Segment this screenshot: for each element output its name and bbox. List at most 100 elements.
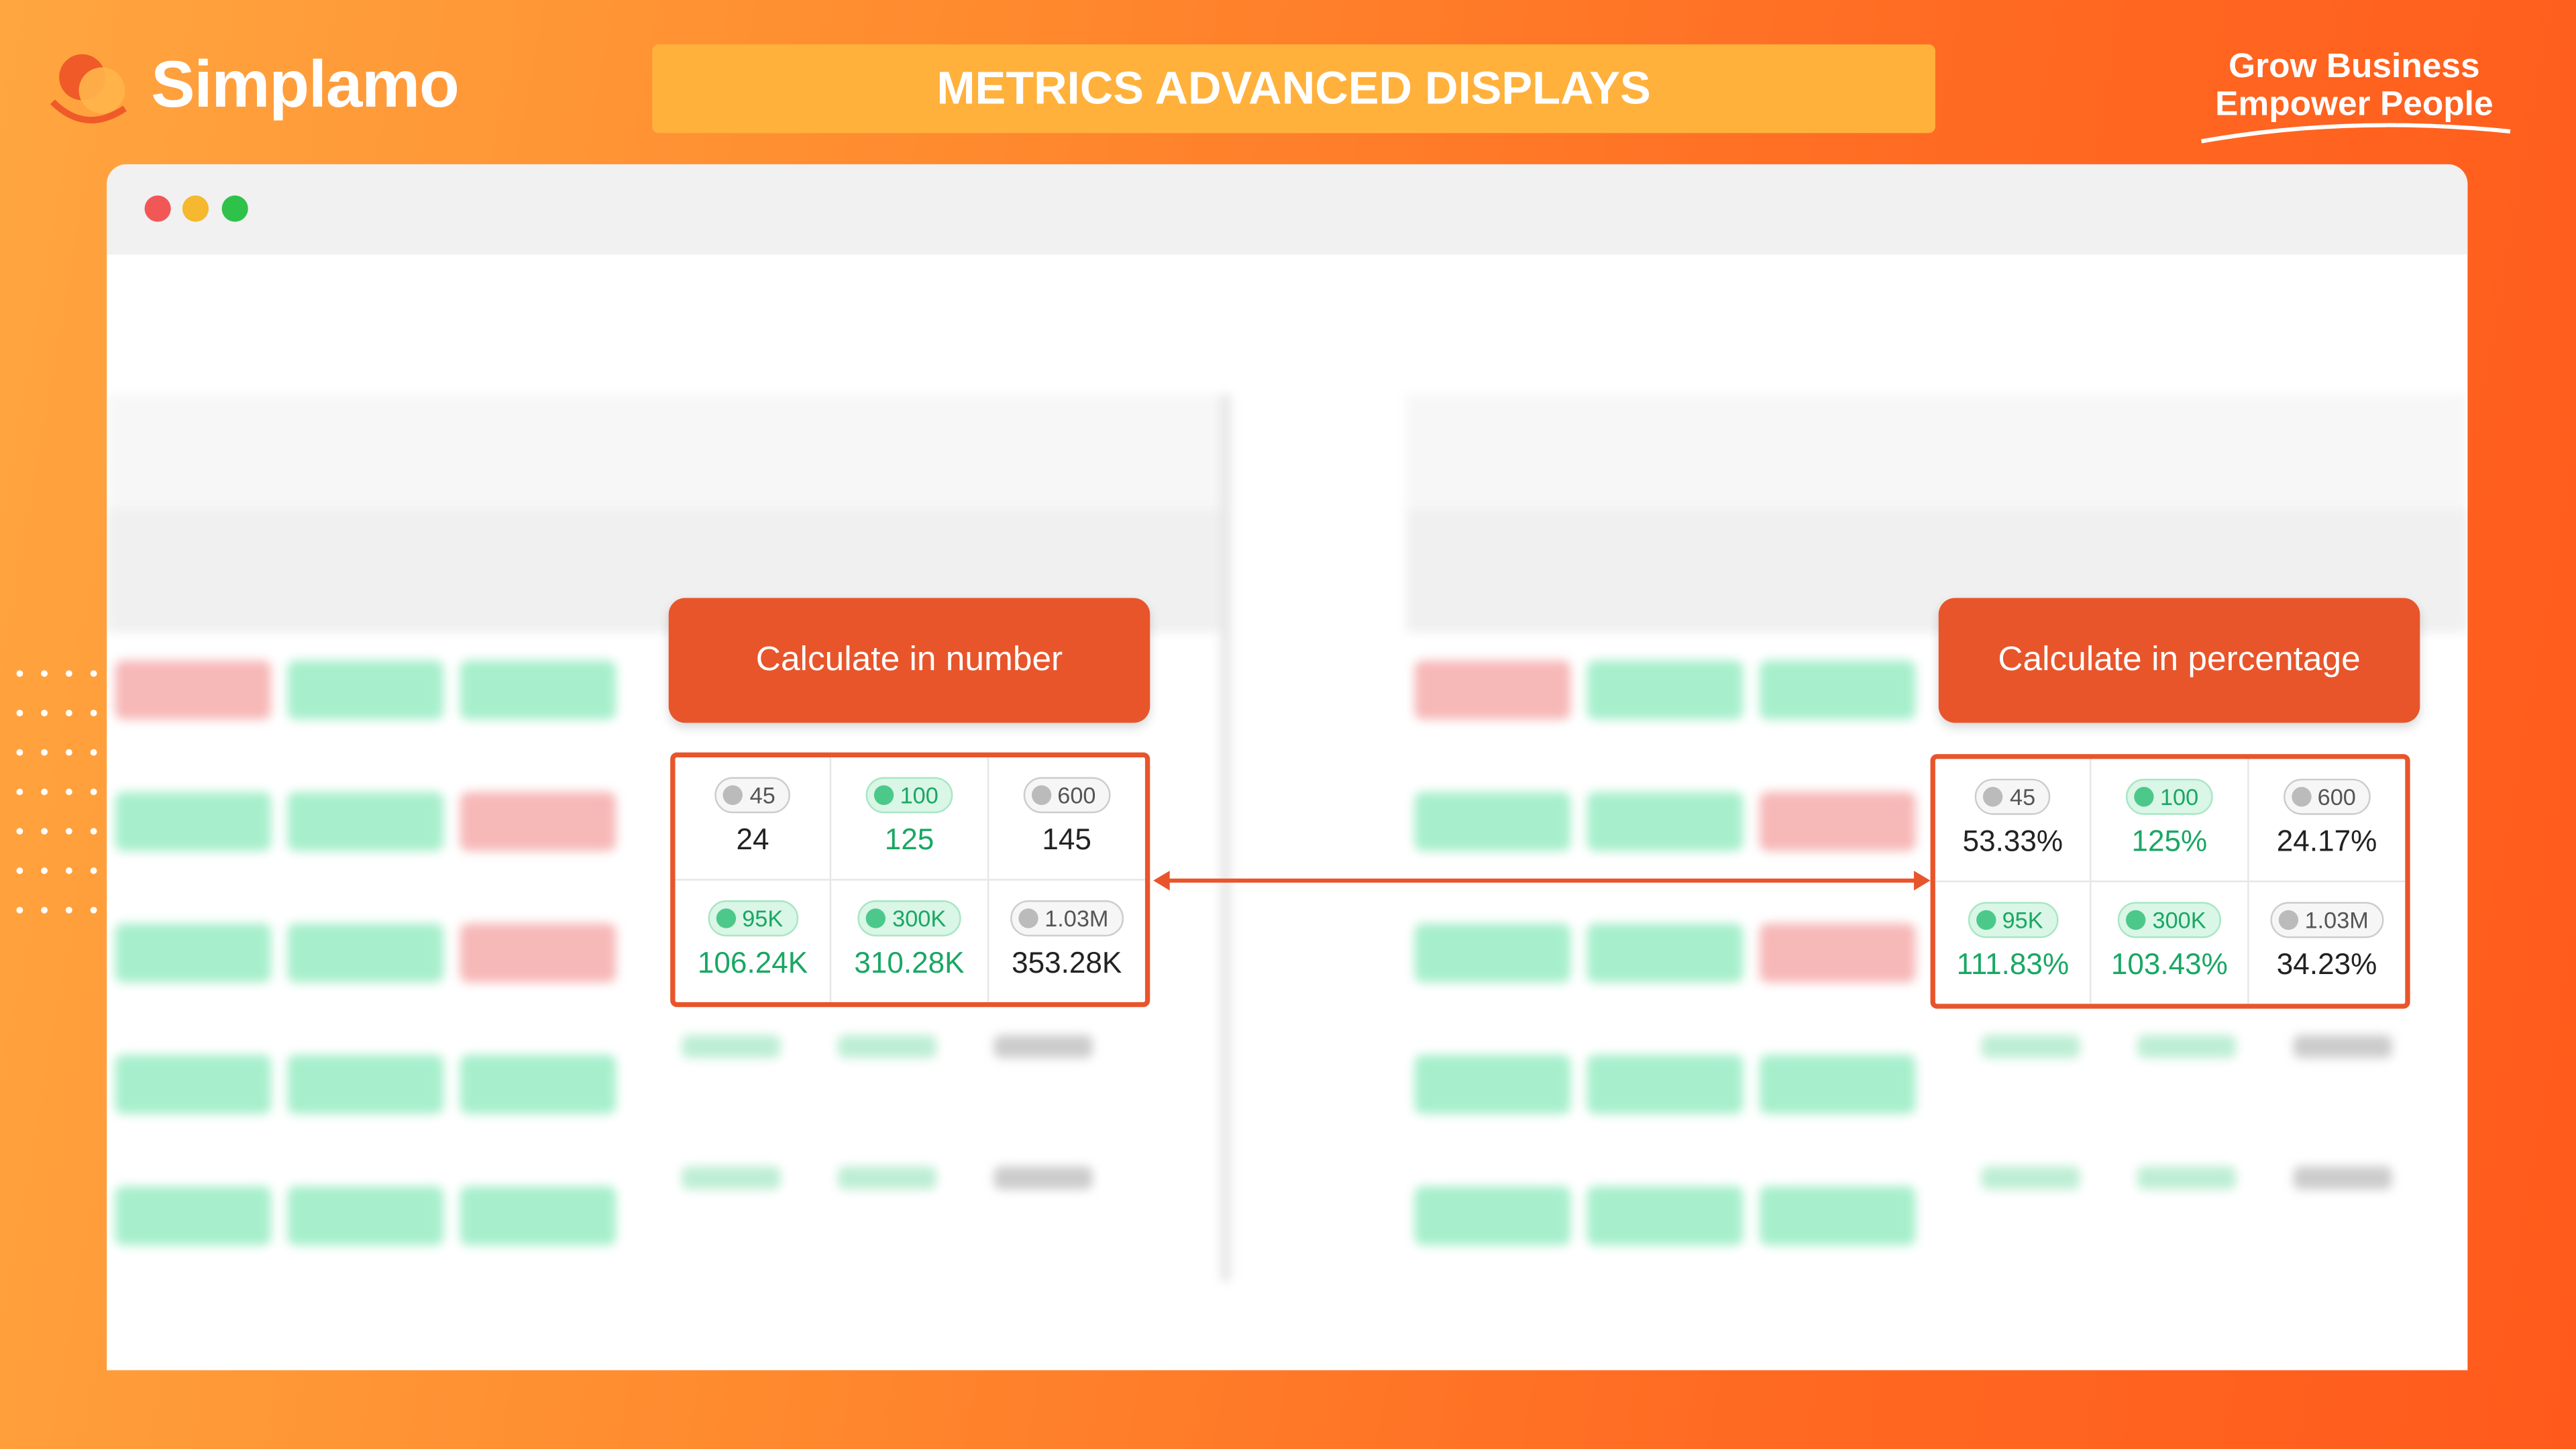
metric-value: 145 [1042, 823, 1091, 857]
blur-pill [115, 792, 272, 851]
metric-value: 24 [736, 823, 769, 857]
target-badge: 45 [715, 777, 790, 814]
dot [65, 828, 72, 835]
dot [65, 709, 72, 716]
window [107, 164, 2468, 1371]
metric-value: 106.24K [697, 947, 808, 980]
blur-text [837, 1166, 936, 1190]
metric-value: 125 [884, 823, 934, 857]
blur-pill [460, 792, 616, 851]
target-badge: 600 [1022, 777, 1111, 814]
target-badge: 300K [2118, 902, 2221, 938]
blur-pill [1587, 1055, 1743, 1114]
dot [41, 906, 48, 914]
blur-pill [1587, 923, 1743, 983]
blur-pill [115, 1055, 272, 1114]
dot [90, 670, 97, 677]
blur-text [682, 1034, 781, 1059]
dot [16, 749, 23, 756]
blur-pill [1414, 660, 1571, 720]
metric-value: 111.83% [1956, 948, 2070, 981]
blur-text [994, 1034, 1093, 1059]
window-dot [221, 195, 248, 222]
logo-smile [50, 99, 127, 123]
blurred-table [107, 394, 2468, 1282]
tag-underline [2201, 123, 2511, 144]
blur-pill [1414, 923, 1571, 983]
arrow-head [1153, 870, 1170, 891]
target-badge: 95K [707, 900, 798, 937]
target-text: 95K [2002, 907, 2043, 934]
blur-text [1981, 1166, 2080, 1190]
target-text: 45 [749, 782, 775, 809]
dot-grid [16, 670, 97, 914]
blur-pill [1759, 660, 1916, 720]
metric-cell: 45 24 [675, 757, 832, 880]
metric-box: 45 53.33% 100 125% 600 24.17% 95K 111.83% 300K 10… [1930, 754, 2410, 1009]
dot [16, 788, 23, 796]
target-icon [1031, 786, 1051, 806]
blur-text [837, 1034, 936, 1059]
dot [65, 670, 72, 677]
target-badge: 600 [2283, 779, 2371, 816]
dot [41, 828, 48, 835]
tagline: Grow Business [2229, 48, 2480, 86]
target-icon [2291, 787, 2311, 808]
blur-pill [460, 923, 616, 983]
dot [90, 906, 97, 914]
metric-value: 24.17% [2276, 825, 2377, 858]
dot [16, 867, 23, 874]
target-icon [1018, 908, 1038, 929]
metric-value: 53.33% [1962, 825, 2063, 858]
blur-pill [1759, 1186, 1916, 1246]
target-icon [865, 908, 886, 929]
metric-cell: 1.03M 34.23% [2249, 881, 2405, 1004]
metric-cell: 300K 103.43% [2092, 881, 2249, 1004]
metric-cell: 100 125% [2092, 759, 2249, 881]
metric-value: 125% [2131, 825, 2208, 858]
target-text: 1.03M [2304, 907, 2369, 934]
blur-text [682, 1166, 781, 1190]
blur-pill [1414, 1055, 1571, 1114]
target-icon [873, 786, 894, 806]
dot [90, 749, 97, 756]
dot [41, 670, 48, 677]
dot [65, 788, 72, 796]
dot [90, 788, 97, 796]
dot [16, 828, 23, 835]
target-icon [1976, 910, 1996, 930]
target-icon [723, 786, 743, 806]
title: METRICS ADVANCED DISPLAYS [652, 44, 1935, 133]
target-text: 300K [2152, 907, 2206, 934]
metric-cell: 45 53.33% [1935, 759, 2092, 881]
blur-text [2293, 1166, 2392, 1190]
target-badge: 1.03M [1010, 900, 1124, 937]
blur-pill [287, 660, 444, 720]
target-text: 45 [2010, 784, 2036, 810]
metric-value: 103.43% [2110, 948, 2228, 981]
logo-circle [78, 67, 125, 113]
blur-pill [460, 660, 616, 720]
blur-pill [1587, 792, 1743, 851]
target-badge: 100 [2125, 779, 2214, 816]
blur-header [107, 394, 1224, 510]
metric-value: 310.28K [854, 947, 965, 980]
blur-pill [287, 1186, 444, 1246]
window-bar [107, 164, 2468, 255]
dot [41, 749, 48, 756]
target-badge: 300K [857, 900, 961, 937]
target-badge: 100 [865, 777, 953, 814]
target-text: 600 [2317, 784, 2356, 810]
dot [16, 709, 23, 716]
target-text: 100 [2159, 784, 2199, 810]
target-icon [1983, 787, 2004, 808]
target-text: 1.03M [1044, 906, 1109, 932]
window-dot [182, 195, 209, 222]
metric-cell: 95K 111.83% [1935, 881, 2092, 1004]
blur-pill [1587, 660, 1743, 720]
dot [65, 906, 72, 914]
blur-pill [1414, 1186, 1571, 1246]
metric-cell: 95K 106.24K [676, 879, 832, 1002]
